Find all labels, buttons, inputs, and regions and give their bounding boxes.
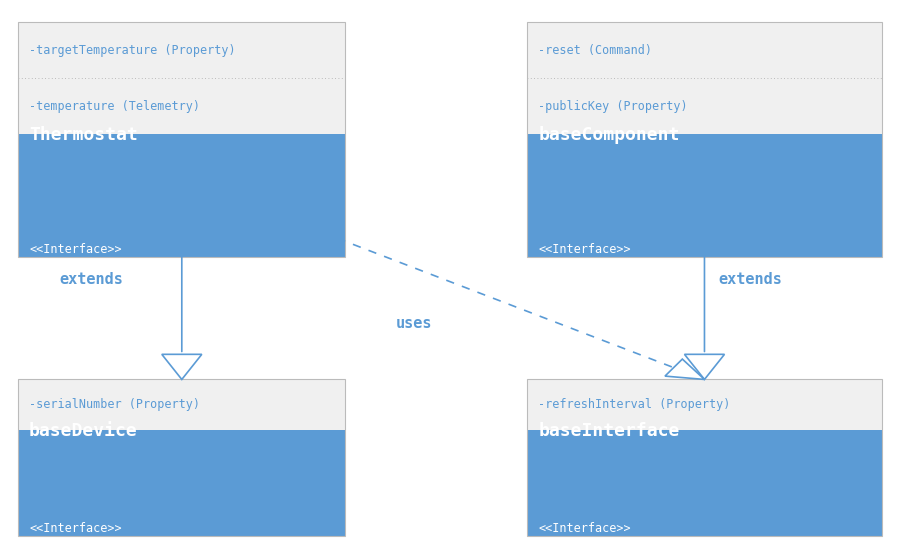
Bar bbox=[527, 22, 882, 134]
Polygon shape bbox=[162, 354, 202, 379]
Text: -temperature (Telemetry): -temperature (Telemetry) bbox=[29, 99, 200, 113]
Text: <<Interface>>: <<Interface>> bbox=[538, 522, 631, 535]
Bar bbox=[527, 430, 882, 536]
Text: -targetTemperature (Property): -targetTemperature (Property) bbox=[29, 44, 235, 57]
Text: baseComponent: baseComponent bbox=[538, 126, 680, 144]
Text: -reset (Command): -reset (Command) bbox=[538, 44, 652, 57]
Bar bbox=[527, 22, 882, 257]
Text: extends: extends bbox=[59, 272, 123, 286]
Text: baseDevice: baseDevice bbox=[29, 422, 138, 440]
Bar bbox=[527, 134, 882, 257]
Text: <<Interface>>: <<Interface>> bbox=[29, 522, 122, 535]
Bar bbox=[18, 22, 345, 257]
Text: Thermostat: Thermostat bbox=[29, 126, 138, 144]
Text: -refreshInterval (Property): -refreshInterval (Property) bbox=[538, 398, 731, 411]
Text: -publicKey (Property): -publicKey (Property) bbox=[538, 99, 688, 113]
Text: baseInterface: baseInterface bbox=[538, 422, 680, 440]
Bar bbox=[18, 22, 345, 134]
Text: -serialNumber (Property): -serialNumber (Property) bbox=[29, 398, 200, 411]
Bar bbox=[527, 379, 882, 430]
Polygon shape bbox=[665, 359, 704, 379]
Text: extends: extends bbox=[718, 272, 782, 286]
Text: <<Interface>>: <<Interface>> bbox=[538, 243, 631, 256]
Bar bbox=[18, 430, 345, 536]
Bar bbox=[18, 134, 345, 257]
Bar bbox=[18, 379, 345, 536]
Bar bbox=[18, 379, 345, 430]
Bar bbox=[527, 379, 882, 536]
Polygon shape bbox=[684, 354, 724, 379]
Text: <<Interface>>: <<Interface>> bbox=[29, 243, 122, 256]
Text: uses: uses bbox=[395, 316, 432, 331]
